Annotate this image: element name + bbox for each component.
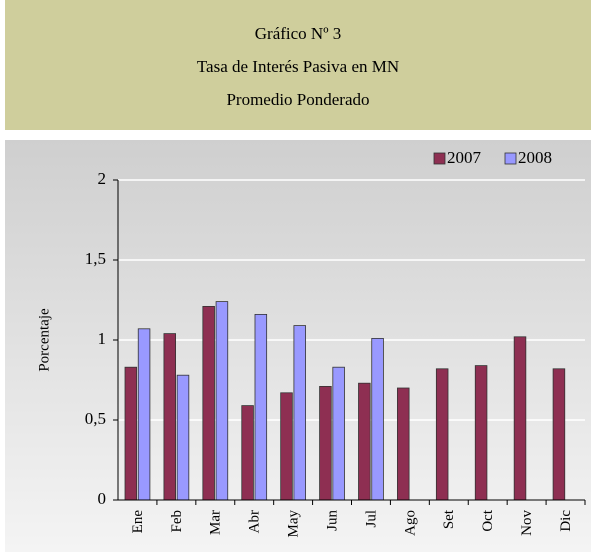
- title-line: Promedio Ponderado: [226, 90, 369, 109]
- bar: [358, 382, 371, 501]
- bar: [319, 385, 332, 501]
- x-tick-label: Abr: [247, 510, 263, 533]
- bar: [202, 305, 215, 501]
- legend-label: 2008: [518, 148, 552, 167]
- legend-label: 2007: [447, 148, 482, 167]
- bar: [137, 328, 151, 501]
- y-tick-label: 1,5: [85, 249, 106, 268]
- legend-swatch: [504, 152, 517, 165]
- y-tick-label: 1: [98, 329, 107, 348]
- bar: [552, 368, 566, 501]
- x-tick-label: Set: [441, 509, 457, 529]
- x-tick-label: Ene: [130, 510, 146, 534]
- y-axis-label: Porcentaje: [36, 308, 52, 372]
- bar: [254, 313, 268, 501]
- y-tick-label: 0: [98, 489, 107, 508]
- x-tick-label: Nov: [519, 510, 535, 536]
- bar: [215, 301, 229, 501]
- title-box: [5, 0, 591, 130]
- bar: [124, 366, 138, 501]
- bar: [474, 365, 488, 501]
- x-tick-label: Ago: [402, 510, 418, 536]
- x-tick-label: Mar: [208, 510, 224, 535]
- x-tick-label: Feb: [169, 510, 185, 533]
- bar: [513, 336, 527, 501]
- bar: [241, 405, 254, 501]
- y-tick-label: 0,5: [85, 409, 106, 428]
- title-line: Tasa de Interés Pasiva en MN: [197, 57, 399, 76]
- bar: [332, 366, 345, 501]
- bar: [163, 333, 176, 501]
- x-tick-label: Jul: [363, 510, 379, 528]
- x-tick-label: Dic: [558, 510, 574, 532]
- bar: [293, 325, 306, 501]
- x-tick-label: May: [286, 510, 302, 538]
- bar: [435, 368, 449, 501]
- y-tick-label: 2: [98, 169, 107, 188]
- bar: [280, 392, 293, 501]
- bar: [176, 374, 190, 501]
- title-line: Gráfico Nº 3: [255, 24, 341, 43]
- legend-swatch: [433, 152, 446, 165]
- x-tick-label: Jun: [324, 510, 340, 531]
- bar: [397, 387, 410, 501]
- bar: [371, 337, 384, 501]
- x-tick-label: Oct: [480, 509, 496, 531]
